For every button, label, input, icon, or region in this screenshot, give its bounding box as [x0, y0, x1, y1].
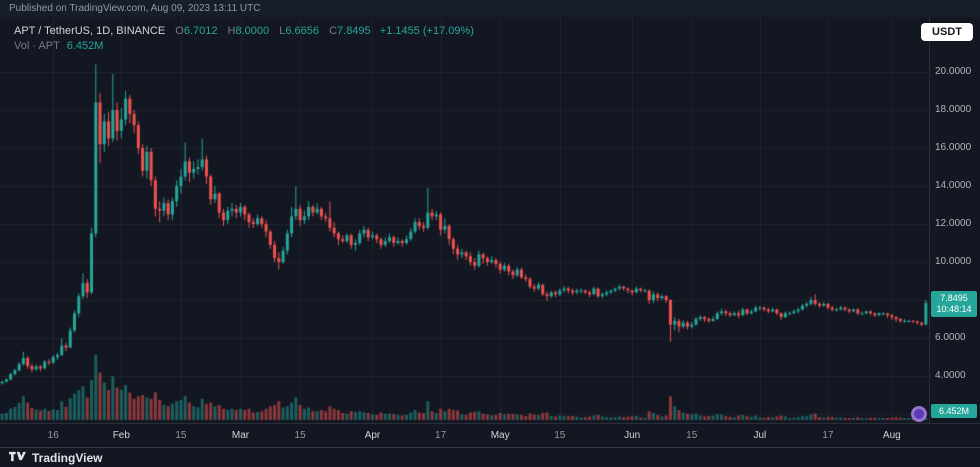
publish-text: Published on TradingView.com, Aug 09, 20…: [9, 3, 261, 14]
low-value: 6.6656: [285, 25, 319, 37]
change-value: +1.1455 (+17.09%): [379, 25, 474, 37]
last-price-value: 7.8495: [940, 293, 968, 303]
close-value: 7.8495: [337, 25, 371, 37]
price-axis-label: 12.0000: [935, 218, 972, 229]
footer-bar: TradingView: [0, 447, 980, 467]
price-axis-label: 20.0000: [935, 66, 972, 77]
volume-label: Vol · APT: [14, 40, 60, 52]
close-label: C: [329, 25, 338, 37]
price-axis-label: 10.0000: [935, 256, 972, 267]
time-axis-label: Jun: [624, 430, 641, 441]
high-label: H: [227, 25, 236, 37]
volume-axis-value: 6.452M: [938, 406, 970, 416]
time-axis-label: 17: [822, 430, 834, 441]
candlestick-chart[interactable]: [0, 17, 930, 447]
publish-bar: Published on TradingView.com, Aug 09, 20…: [0, 0, 980, 17]
time-axis-label: Mar: [231, 430, 250, 441]
time-axis-label: Apr: [364, 430, 381, 441]
time-axis-label: May: [490, 430, 510, 441]
chart-legend: APT / TetherUS, 1D, BINANCE O6.7012 H8.0…: [14, 24, 474, 53]
time-axis-label: 15: [686, 430, 698, 441]
price-axis[interactable]: 20.0000 18.0000 16.0000 14.0000 12.0000 10.00…: [930, 17, 980, 423]
purple-circle-sticker-icon: [911, 406, 927, 422]
tradingview-logo-icon: [9, 449, 26, 467]
time-axis-label: 17: [435, 430, 447, 441]
price-axis-label: 16.0000: [935, 142, 972, 153]
time-axis-label: Feb: [112, 430, 130, 441]
time-axis[interactable]: 16 Feb 15 Mar 15 Apr 17 May 15 Jun 15 Jul 17 Aug: [0, 423, 930, 447]
tradingview-brand-link[interactable]: TradingView: [32, 450, 103, 465]
open-label: O: [175, 25, 184, 37]
time-axis-label: 16: [47, 430, 59, 441]
time-axis-label: 15: [175, 430, 187, 441]
legend-volume-row: Vol · APT 6.452M: [14, 39, 474, 53]
chart-area: APT / TetherUS, 1D, BINANCE O6.7012 H8.0…: [0, 17, 980, 447]
open-value: 6.7012: [183, 25, 218, 37]
currency-toggle-button[interactable]: USDT: [921, 23, 973, 41]
time-axis-label: Jul: [753, 430, 767, 441]
volume-value: 6.452M: [66, 40, 104, 52]
time-axis-label: Aug: [882, 430, 901, 441]
price-axis-label: 6.0000: [935, 332, 966, 343]
high-value: 8.0000: [235, 25, 270, 37]
time-axis-label: 15: [294, 430, 306, 441]
bar-countdown: 10:48:14: [936, 304, 972, 314]
price-axis-divider: [929, 17, 930, 423]
volume-axis-badge: 6.452M: [931, 404, 977, 418]
time-axis-divider: [0, 423, 980, 424]
legend-ohlc-row: APT / TetherUS, 1D, BINANCE O6.7012 H8.0…: [14, 24, 474, 38]
last-price-badge: 7.8495 10:48:14: [931, 291, 977, 317]
price-axis-label: 4.0000: [935, 370, 966, 381]
price-axis-label: 14.0000: [935, 180, 972, 191]
symbol-title[interactable]: APT / TetherUS, 1D, BINANCE: [14, 25, 166, 37]
low-label: L: [279, 25, 286, 37]
time-axis-label: 15: [554, 430, 566, 441]
price-axis-label: 18.0000: [935, 104, 972, 115]
